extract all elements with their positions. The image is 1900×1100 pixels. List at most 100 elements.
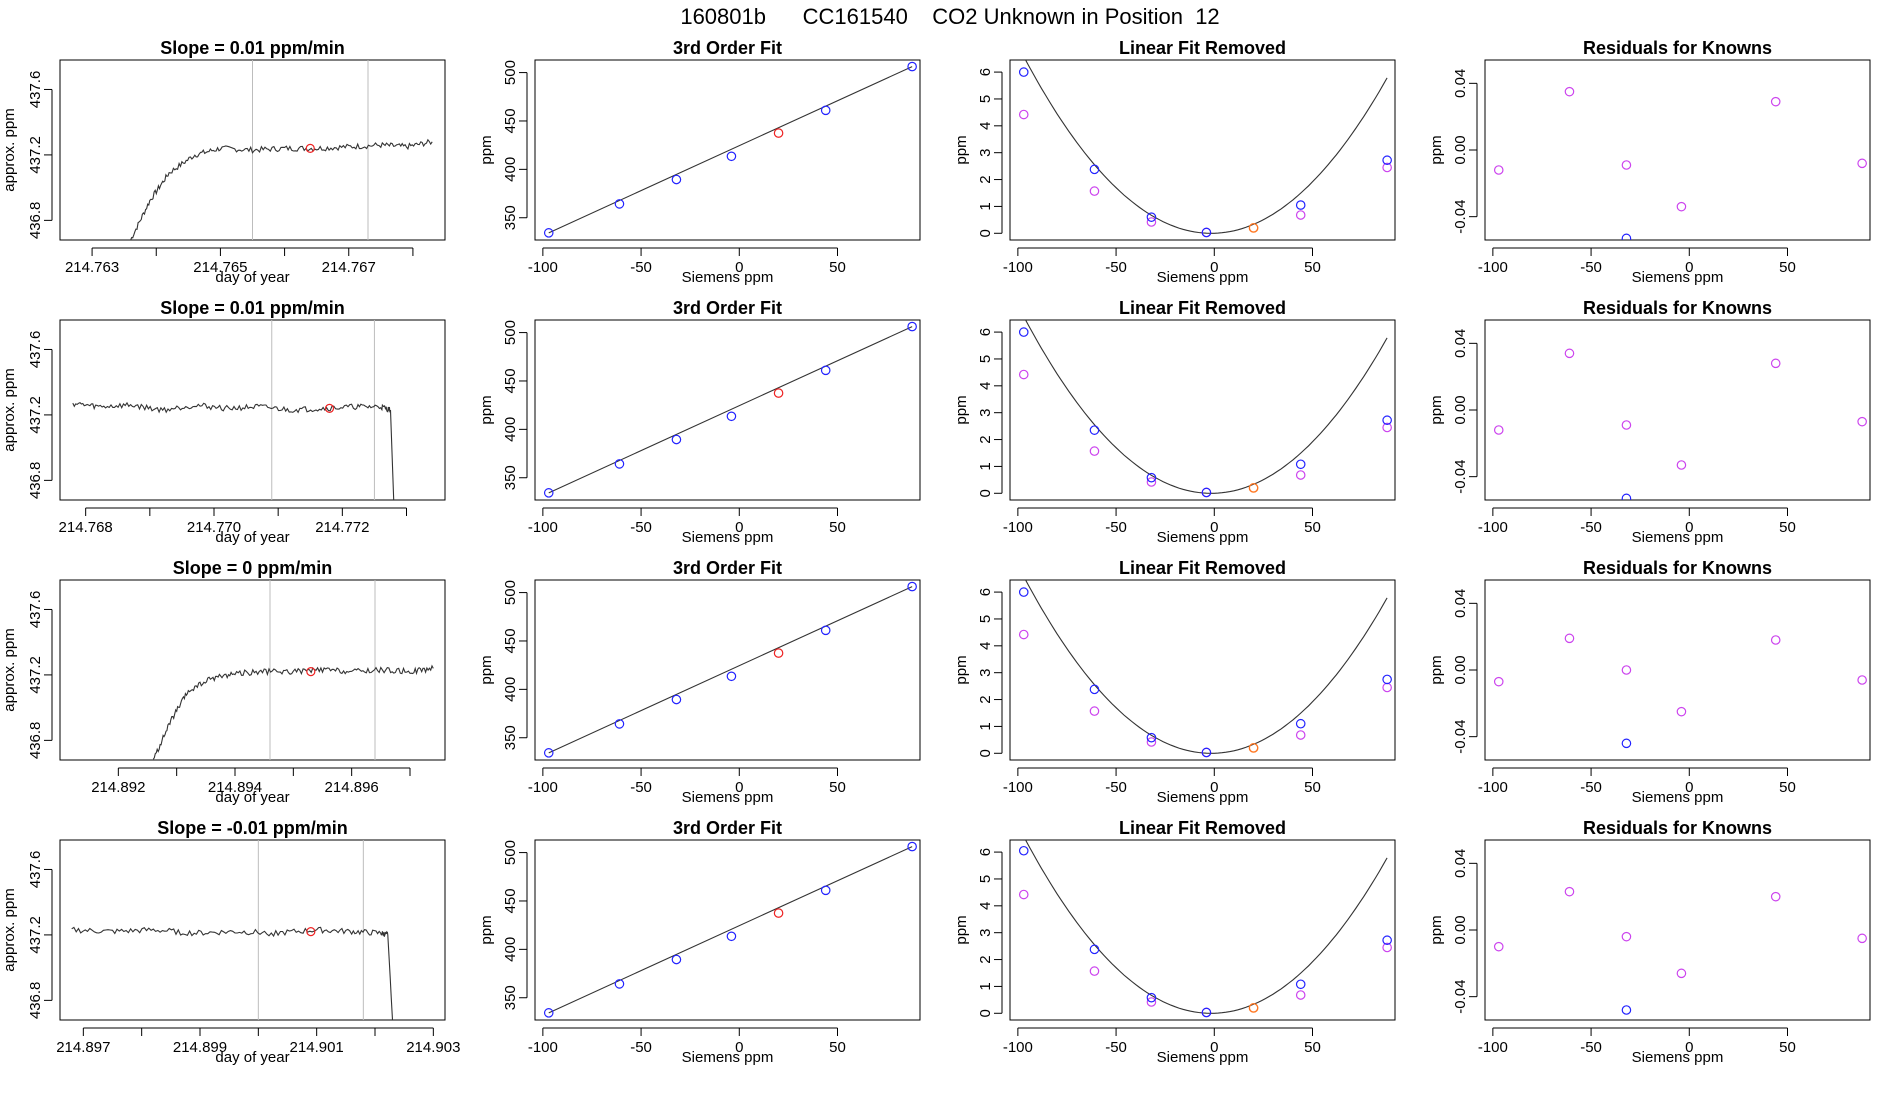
residual-point bbox=[1770, 96, 1781, 107]
known-point bbox=[1382, 415, 1392, 426]
residual-point bbox=[1621, 160, 1632, 170]
y-tick-label: 3 bbox=[977, 149, 994, 157]
unknown-point bbox=[773, 128, 784, 138]
x-tick-label: -50 bbox=[1580, 519, 1602, 536]
x-axis-label: day of year bbox=[215, 269, 289, 286]
y-tick-label: 4 bbox=[977, 122, 994, 130]
x-tick-label: -100 bbox=[1478, 259, 1508, 276]
x-tick-label: 214.899 bbox=[173, 1039, 227, 1056]
residual-point bbox=[1493, 425, 1504, 435]
x-tick-label: 50 bbox=[1779, 519, 1796, 536]
x-tick-label: 50 bbox=[1304, 1039, 1321, 1056]
y-tick-label: 400 bbox=[502, 157, 519, 182]
y-tick-label: 3 bbox=[977, 409, 994, 417]
known-point bbox=[1018, 587, 1029, 597]
concentration-trace bbox=[71, 926, 394, 1020]
plot-frame bbox=[534, 319, 921, 501]
y-tick-label: 3 bbox=[977, 929, 994, 937]
plot-frame bbox=[59, 839, 446, 1021]
x-tick-label: 214.892 bbox=[91, 779, 145, 796]
y-tick-label: -0.04 bbox=[1452, 720, 1469, 754]
x-tick-label: 0 bbox=[735, 1039, 743, 1056]
y-tick-label: 2 bbox=[977, 955, 994, 963]
unknown-point bbox=[773, 388, 784, 398]
residual-point bbox=[1621, 420, 1632, 430]
y-tick-label: 6 bbox=[977, 328, 994, 336]
known-point bbox=[1018, 67, 1029, 77]
known-point bbox=[1382, 935, 1392, 946]
concentration-trace bbox=[130, 138, 433, 240]
panel-title: Slope = 0.01 ppm/min bbox=[160, 298, 345, 318]
residual-point bbox=[1857, 933, 1867, 944]
y-tick-label: 500 bbox=[502, 60, 519, 85]
fit-line bbox=[548, 326, 913, 494]
known-point bbox=[1146, 472, 1157, 483]
y-axis-label: ppm bbox=[953, 395, 970, 424]
measured-point bbox=[1146, 997, 1157, 1007]
plot-area bbox=[1018, 320, 1392, 498]
x-tick-label: 50 bbox=[1304, 519, 1321, 536]
y-tick-label: 437.2 bbox=[27, 916, 44, 954]
unknown-point bbox=[1248, 483, 1259, 493]
x-tick-label: 50 bbox=[1304, 259, 1321, 276]
x-tick-label: 50 bbox=[1779, 259, 1796, 276]
plot-area bbox=[71, 840, 394, 1020]
y-tick-label: 1 bbox=[977, 722, 994, 730]
x-tick-label: -100 bbox=[1478, 779, 1508, 796]
y-tick-label: 500 bbox=[502, 580, 519, 605]
y-axis-label: ppm bbox=[1428, 655, 1445, 684]
unknown-point bbox=[773, 648, 784, 658]
x-axis-label: Siemens ppm bbox=[1632, 269, 1724, 286]
known-point bbox=[1201, 487, 1212, 498]
x-axis-label: Siemens ppm bbox=[1157, 269, 1249, 286]
y-tick-label: 450 bbox=[502, 628, 519, 653]
x-axis-label: Siemens ppm bbox=[1157, 1049, 1249, 1066]
x-axis-label: Siemens ppm bbox=[682, 529, 774, 546]
known-point bbox=[1382, 674, 1392, 685]
known-point bbox=[907, 841, 917, 852]
y-tick-label: 400 bbox=[502, 417, 519, 442]
panel-title: Linear Fit Removed bbox=[1119, 38, 1286, 58]
x-tick-label: -50 bbox=[1580, 1039, 1602, 1056]
x-axis-label: Siemens ppm bbox=[1157, 789, 1249, 806]
y-tick-label: 6 bbox=[977, 588, 994, 596]
y-tick-label: 3 bbox=[977, 669, 994, 677]
y-tick-label: 400 bbox=[502, 677, 519, 702]
x-tick-label: 214.770 bbox=[187, 519, 241, 536]
measured-point bbox=[1295, 730, 1306, 740]
outlier-point bbox=[1621, 738, 1632, 749]
known-point bbox=[543, 488, 554, 498]
measured-point bbox=[1295, 470, 1306, 480]
plot-area bbox=[543, 321, 917, 498]
x-axis-label: Siemens ppm bbox=[682, 1049, 774, 1066]
known-point bbox=[614, 979, 625, 989]
measured-point bbox=[1018, 889, 1029, 900]
x-tick-label: -50 bbox=[630, 259, 652, 276]
x-tick-label: 214.897 bbox=[56, 1039, 110, 1056]
y-tick-label: 450 bbox=[502, 888, 519, 913]
residual-point bbox=[1857, 675, 1867, 685]
residual-point bbox=[1621, 931, 1632, 942]
plot-area bbox=[72, 320, 395, 500]
y-axis-label: approx. ppm bbox=[1, 628, 18, 711]
x-tick-label: -100 bbox=[1003, 1039, 1033, 1056]
known-point bbox=[614, 719, 625, 729]
x-tick-label: 214.903 bbox=[406, 1039, 460, 1056]
x-axis-label: Siemens ppm bbox=[1157, 529, 1249, 546]
x-tick-label: 0 bbox=[735, 519, 743, 536]
y-tick-label: 437.2 bbox=[27, 396, 44, 434]
unknown-point bbox=[1248, 1003, 1259, 1013]
y-tick-label: 5 bbox=[977, 615, 994, 623]
x-axis-label: Siemens ppm bbox=[1632, 1049, 1724, 1066]
measured-point bbox=[1146, 217, 1157, 227]
known-point bbox=[726, 931, 737, 942]
x-tick-label: -100 bbox=[1003, 779, 1033, 796]
x-tick-label: 214.763 bbox=[65, 259, 119, 276]
plot-frame bbox=[1484, 319, 1871, 501]
mean-marker bbox=[324, 403, 335, 413]
plot-area bbox=[152, 580, 434, 760]
residual-point bbox=[1493, 165, 1504, 175]
y-tick-label: 2 bbox=[977, 695, 994, 703]
y-axis-label: ppm bbox=[478, 655, 495, 684]
